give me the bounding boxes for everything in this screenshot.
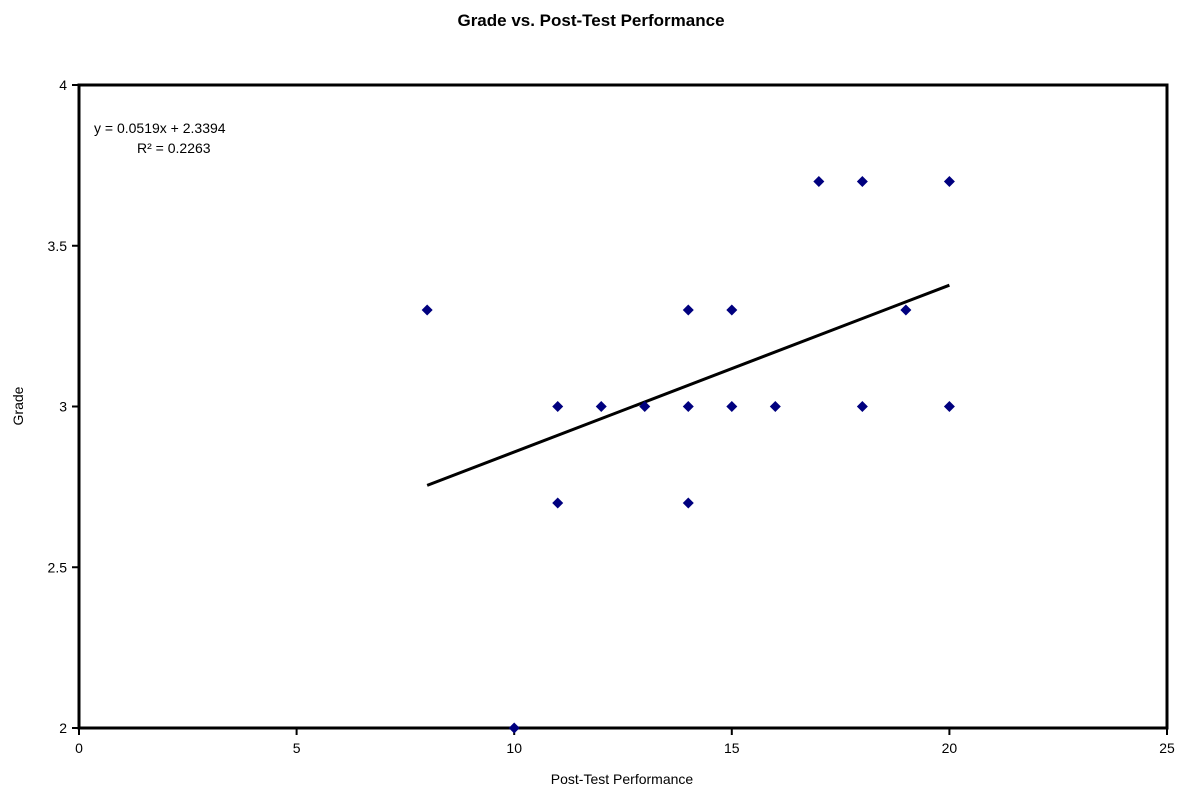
data-points (421, 175, 955, 734)
data-point (769, 401, 781, 412)
data-point (421, 304, 433, 316)
data-point (943, 175, 955, 187)
y-tick-label: 3.5 (48, 238, 68, 254)
x-tick-label: 10 (506, 740, 522, 756)
data-point (856, 175, 868, 187)
data-point (726, 401, 738, 412)
plot-area (77, 83, 1169, 730)
trendline (426, 283, 950, 487)
data-point (682, 304, 694, 316)
trendline-equation: y = 0.0519x + 2.3394 (94, 120, 226, 136)
data-point (682, 401, 694, 412)
r-squared-label: R² = 0.2263 (137, 140, 211, 156)
data-point (900, 304, 912, 316)
data-point (639, 401, 651, 412)
x-tick-label: 25 (1159, 740, 1175, 756)
x-tick-label: 20 (942, 740, 958, 756)
x-tick-label: 5 (293, 740, 301, 756)
data-point (508, 722, 520, 734)
x-tick-label: 15 (724, 740, 740, 756)
data-point (552, 497, 564, 509)
x-axis-label: Post-Test Performance (551, 771, 694, 787)
data-point (813, 175, 825, 187)
data-point (552, 401, 564, 412)
data-point (856, 401, 868, 412)
x-axis-ticks: 0 5 10 15 20 25 (75, 728, 1175, 756)
data-point (682, 497, 694, 509)
y-axis-label: Grade (10, 386, 26, 425)
data-point (943, 401, 955, 412)
data-point (726, 304, 738, 316)
y-tick-label: 4 (59, 77, 67, 93)
chart-title: Grade vs. Post-Test Performance (457, 11, 724, 30)
data-point (595, 401, 607, 412)
y-tick-label: 2 (59, 720, 67, 736)
x-tick-label: 0 (75, 740, 83, 756)
y-tick-label: 3 (59, 399, 67, 415)
y-axis-ticks: 2 2.5 3 3.5 4 (48, 77, 79, 736)
y-tick-label: 2.5 (48, 559, 68, 575)
